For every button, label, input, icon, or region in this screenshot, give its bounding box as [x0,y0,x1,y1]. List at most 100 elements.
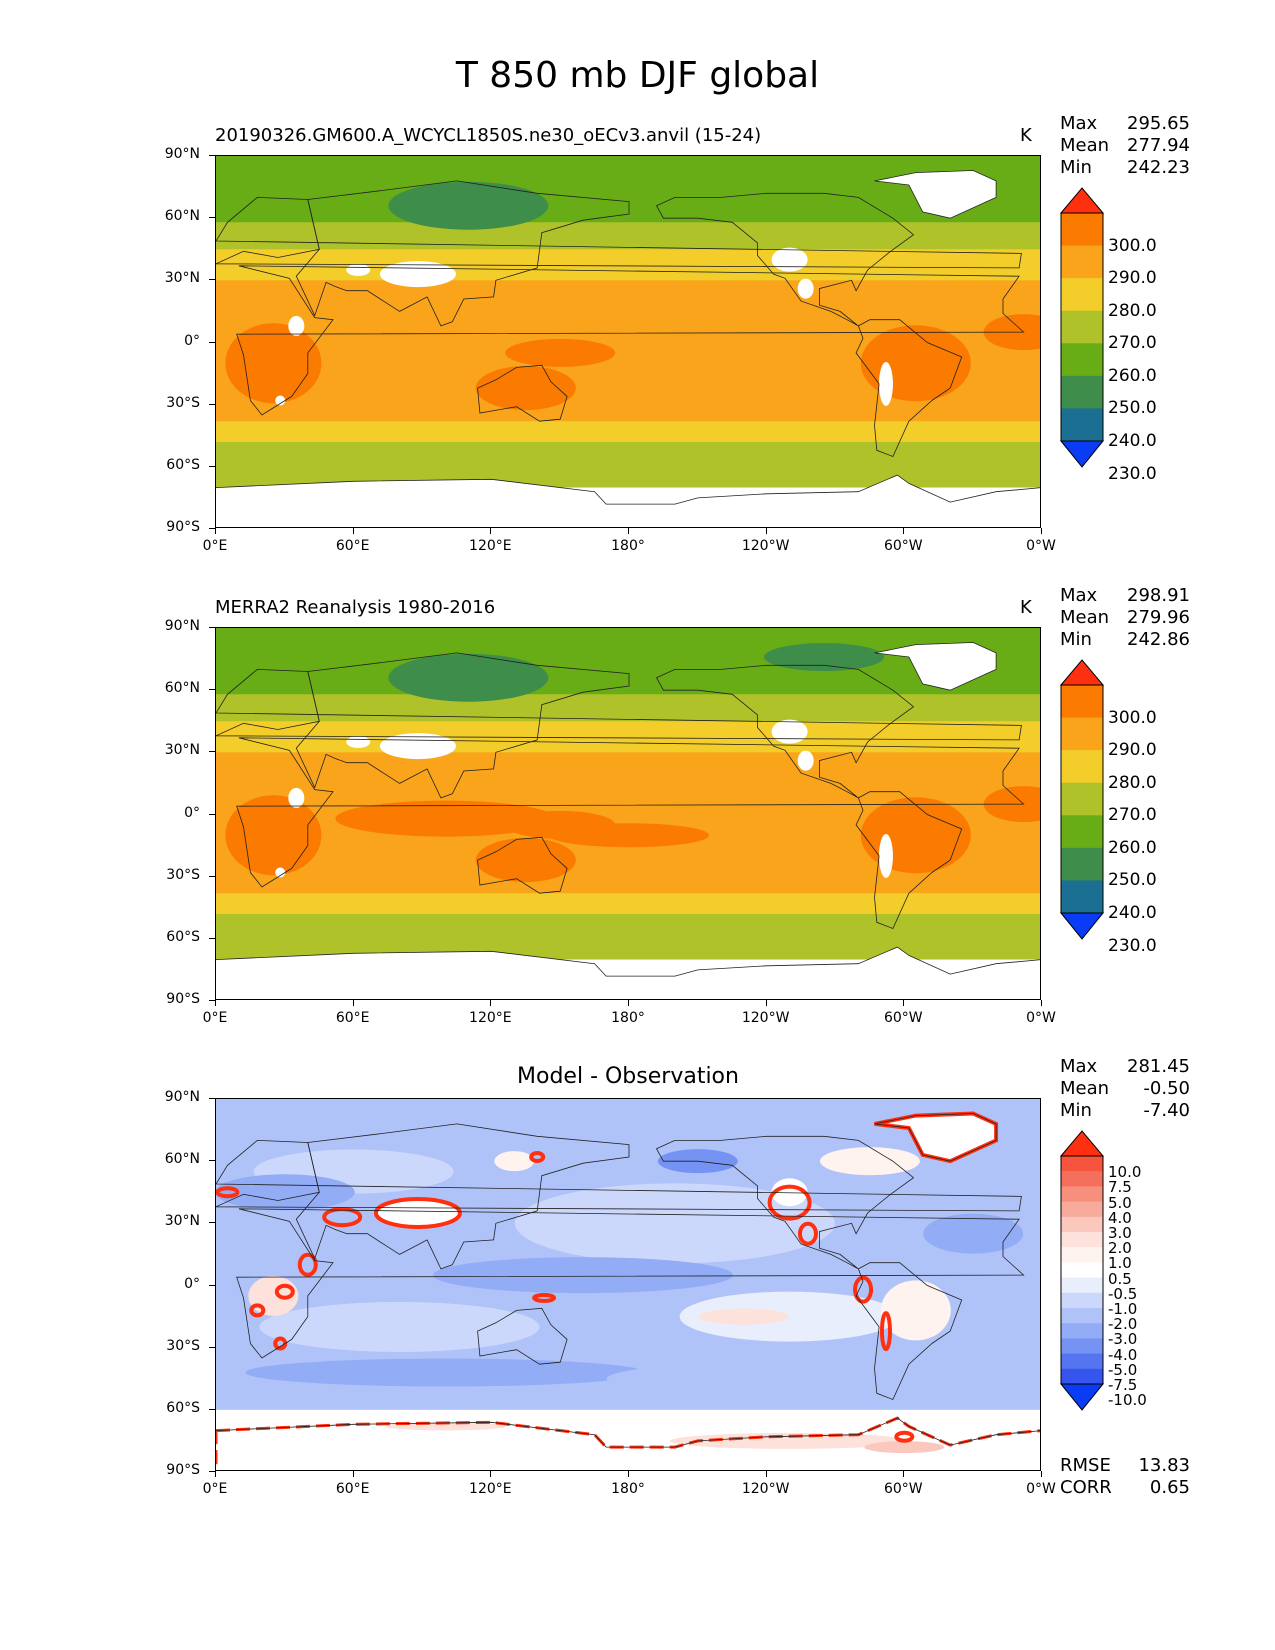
topography-edge-bias [274,1283,295,1300]
colorbar-segment [1061,750,1103,784]
colorbar-segment [1061,685,1103,719]
colorbar-outline [1060,1155,1104,1385]
cold-region-siberia [388,181,549,230]
colorbar-bottom-extension [1059,440,1105,468]
stat-label: Max [1060,585,1098,606]
temperature-band [216,249,1040,281]
topography-edge-bias [532,1292,557,1303]
y-tick-mark [209,465,215,467]
x-tick-label: 120°W [741,538,790,554]
coastline-australia [477,364,568,422]
map-plot-area [215,155,1041,528]
colorbar-tick-label: -3.0 [1108,1330,1138,1349]
antarctica-mask [216,947,1040,999]
near-zero-region [819,1147,920,1176]
colorbar-top-extension [1059,1130,1105,1157]
stat-row: Min -7.40 [1060,1100,1190,1122]
y-tick-label: 60°S [166,1399,200,1416]
y-tick-label: 90°N [164,1089,200,1105]
topography-edge-bias [249,1303,266,1318]
x-tick-label: 60°W [883,538,923,554]
x-tick-mark [1041,528,1042,534]
colorbar-segment [1061,375,1103,409]
coastline-greenland [874,170,997,219]
y-tick-mark [209,751,215,753]
colorbar-tick-label: 1.0 [1108,1254,1132,1273]
x-tick-label: 60°E [335,1010,370,1026]
colorbar [1059,659,1105,940]
colorbar-bottom-extension [1059,1383,1105,1411]
difference-region [433,1257,734,1294]
topography-edge-bias [297,1252,318,1277]
temperature-band [216,421,1040,443]
stat-label: Mean [1060,607,1110,628]
colorbar-tick-label: -0.5 [1108,1284,1138,1303]
colorbar-tick-label: -10.0 [1108,1391,1147,1410]
missing-data-mask [275,867,286,878]
y-tick-mark [209,1222,215,1224]
x-tick-label: 120°E [469,538,512,554]
colorbar-tick-label: -7.5 [1108,1376,1138,1394]
colorbar-segment [1061,1186,1103,1203]
x-tick-mark [215,528,216,534]
colorbar-top-extension [1059,659,1105,686]
stat-row: Min 242.86 [1060,629,1190,651]
southern-ocean-band [216,1409,1040,1470]
colorbar-segment [1061,1232,1103,1248]
colorbar-tick-label: 2.0 [1108,1239,1132,1258]
near-zero-region [771,1178,808,1207]
colorbar-segment [1061,1338,1103,1355]
antarctica-mask [216,475,1040,527]
warm-region [505,338,616,367]
x-tick-label: 0°E [202,1481,228,1497]
colorbar-tick-label: -4.0 [1108,1345,1138,1364]
topography-edge-bias [853,1275,874,1304]
greenland-mask [874,170,997,219]
greenland-mask [874,642,997,691]
coastline-africa [236,1208,1025,1359]
topography-edge-bias [322,1207,363,1228]
x-tick-label: 120°W [741,1481,790,1497]
y-tick-label: 90°S [166,991,200,1007]
y-tick-mark [209,1284,215,1286]
antarctic-warm-bias [385,1422,506,1431]
metric-label: RMSE [1060,1455,1111,1476]
colorbar-segment [1061,343,1103,377]
difference-region [216,1174,355,1211]
stat-value: -0.50 [1143,1078,1190,1099]
colorbar-tick-label: 280.0 [1108,300,1157,321]
map-plot-area [215,627,1041,1000]
stat-value: -7.40 [1143,1100,1190,1121]
map-svg [216,1099,1040,1470]
stat-label: Max [1060,113,1098,134]
colorbar-segment [1061,880,1103,914]
y-tick-label: 0° [184,804,200,821]
y-tick-mark [209,627,215,628]
coastline-antarctica [216,474,1040,505]
colorbar-tick-label: -5.0 [1108,1360,1138,1379]
x-tick-label: 0°E [202,538,228,554]
colorbar-segment [1061,847,1103,881]
panel-stats: Max 298.91 Mean 279.96 Min 242.86 [1060,585,1190,651]
stat-row: Mean -0.50 [1060,1078,1190,1100]
metric-row: RMSE 13.83 [1060,1455,1190,1477]
temperature-band [216,893,1040,915]
stat-row: Mean 279.96 [1060,607,1190,629]
y-tick-mark [209,341,215,343]
colorbar-tick-label: 270.0 [1108,333,1157,354]
near-zero-region [494,1151,535,1172]
near-zero-region [375,1198,460,1227]
missing-data-mask [275,395,286,406]
x-tick-mark [628,1471,629,1477]
coastline-antarctica [216,946,1040,977]
topography-edge-bias [797,1221,818,1246]
temperature-band [216,876,1040,894]
topography-edge-bias [529,1151,546,1164]
x-tick-mark [903,528,905,534]
colorbar-tick-label: 280.0 [1108,772,1157,793]
stat-label: Mean [1060,135,1110,156]
coastline-greenland [874,1113,997,1162]
colorbar-tick-label: 230.0 [1108,463,1157,484]
colorbar-tick-label: -2.0 [1108,1315,1138,1334]
cold-region-canada [764,171,885,200]
